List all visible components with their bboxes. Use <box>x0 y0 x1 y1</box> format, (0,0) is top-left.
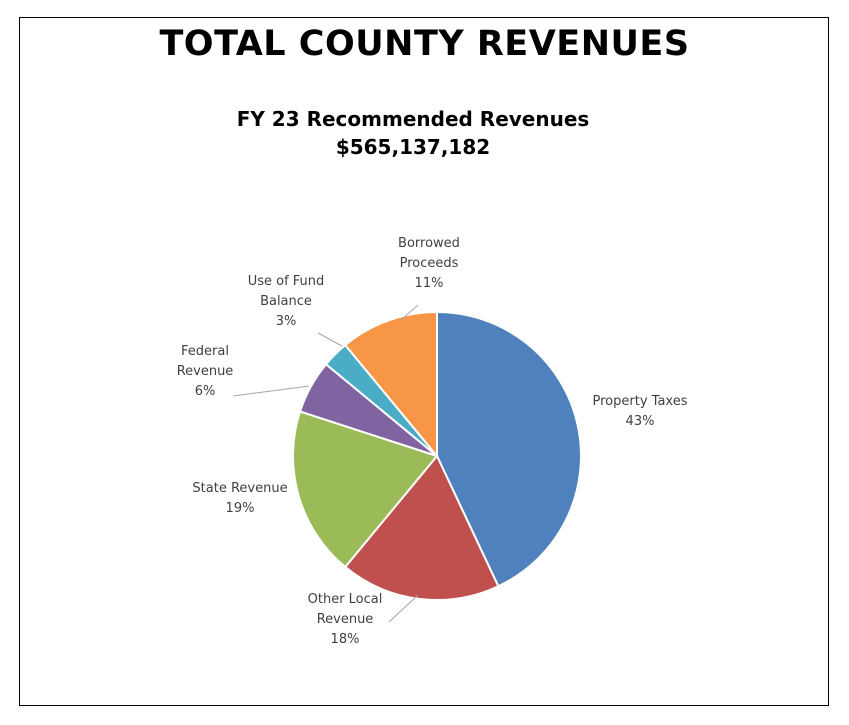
slice-label-5: Borrowed Proceeds 11% <box>398 236 460 291</box>
slice-percent: 3% <box>276 314 297 329</box>
slice-label-line: Balance <box>260 294 312 309</box>
pie-labels: Property Taxes 43% Other Local Revenue 18% St… <box>177 236 688 647</box>
slice-label-line: Property Taxes <box>593 394 688 409</box>
slice-percent: 19% <box>226 501 255 516</box>
chart-subtitle: FY 23 Recommended Revenues $565,137,182 <box>0 105 826 161</box>
slice-percent: 11% <box>415 276 444 291</box>
slice-percent: 43% <box>626 414 655 429</box>
pie-slice-5 <box>343 310 438 459</box>
slice-label-2: State Revenue 19% <box>192 481 287 516</box>
pie-slices <box>292 310 582 601</box>
leader-line-5 <box>399 304 419 322</box>
slice-label-0: Property Taxes 43% <box>593 394 688 429</box>
subtitle-line-2: $565,137,182 <box>335 135 491 159</box>
leader-line-4 <box>317 332 343 347</box>
slice-label-line: Proceeds <box>400 256 459 271</box>
slice-percent: 6% <box>195 384 216 399</box>
chart-title: TOTAL COUNTY REVENUES <box>159 24 690 64</box>
slice-label-line: Borrowed <box>398 236 460 251</box>
slice-label-line: State Revenue <box>192 481 287 496</box>
subtitle-line-1: FY 23 Recommended Revenues <box>236 107 590 131</box>
leader-line-1 <box>388 594 419 623</box>
slice-percent: 18% <box>331 632 360 647</box>
slice-label-line: Federal <box>181 344 229 359</box>
pie-slice-1 <box>343 454 500 601</box>
slice-label-4: Use of Fund Balance 3% <box>248 274 325 329</box>
slice-label-3: Federal Revenue 6% <box>177 344 234 399</box>
slice-label-line: Revenue <box>177 364 234 379</box>
leader-line-3 <box>232 385 310 397</box>
slice-label-line: Other Local <box>308 592 383 607</box>
slice-label-1: Other Local Revenue 18% <box>308 592 383 647</box>
slice-label-line: Revenue <box>317 612 374 627</box>
slice-label-line: Use of Fund <box>248 274 325 289</box>
pie-slice-2 <box>292 410 439 569</box>
pie-slice-0 <box>436 310 582 588</box>
